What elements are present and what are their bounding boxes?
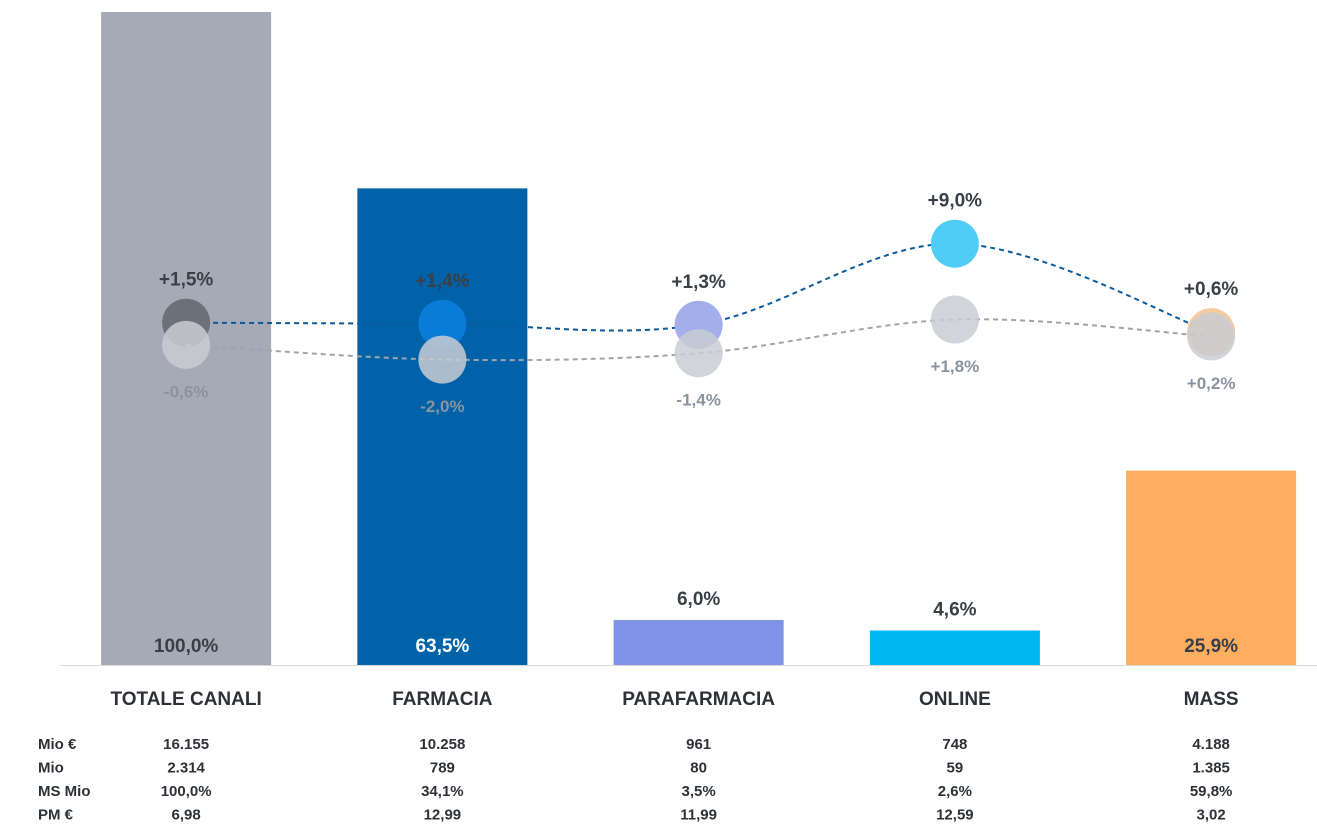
line-label: +9,0% (928, 191, 983, 212)
table-cell: 748 (942, 736, 967, 753)
bar (357, 188, 528, 665)
line-label: +1,4% (415, 271, 470, 292)
line-label: -2,0% (420, 397, 464, 416)
marker (418, 335, 467, 384)
x-tick-label: TOTALE CANALI (110, 689, 261, 710)
table-cell: 34,1% (421, 783, 464, 800)
table-cell: 80 (690, 759, 707, 776)
table-cell: 16.155 (163, 736, 209, 753)
marker (674, 329, 723, 378)
x-tick-label: ONLINE (919, 689, 991, 710)
marker (1187, 312, 1236, 361)
table-cell: 4.188 (1192, 736, 1230, 753)
table-cell: 3,5% (682, 783, 716, 800)
table-cell: 2,6% (938, 783, 972, 800)
table-cell: 961 (686, 736, 711, 753)
table-cell: 59,8% (1190, 783, 1233, 800)
bar-label: 4,6% (933, 599, 976, 620)
marker (162, 320, 211, 369)
table-row-label: PM € (38, 806, 74, 823)
marker (418, 299, 467, 348)
table-row-label: MS Mio (38, 783, 91, 800)
table-row-label: Mio (38, 759, 64, 776)
table-row-label: Mio € (38, 736, 77, 753)
bar-label: 100,0% (154, 636, 219, 657)
line-label: -1,4% (676, 391, 720, 410)
line-label: +0,2% (1187, 374, 1236, 393)
table-cell: 12,59 (936, 806, 974, 823)
line-label: +1,5% (159, 270, 214, 291)
bar-label: 25,9% (1184, 636, 1238, 657)
table-cell: 11,99 (680, 806, 717, 823)
line-label: +0,6% (1184, 279, 1239, 300)
table-cell: 6,98 (172, 806, 201, 823)
table-cell: 2.314 (167, 759, 205, 776)
bar (613, 619, 784, 665)
x-tick-label: MASS (1184, 689, 1239, 710)
line (186, 242, 1212, 334)
marker (930, 219, 979, 268)
table-cell: 59 (947, 759, 964, 776)
table-cell: 1.385 (1192, 759, 1230, 776)
bar-label: 6,0% (677, 589, 720, 610)
marker (930, 295, 979, 344)
line-label: -0,6% (164, 382, 208, 401)
bar (1126, 470, 1297, 665)
x-tick-label: FARMACIA (392, 689, 493, 710)
line-label: +1,8% (931, 357, 980, 376)
bar-label: 63,5% (415, 636, 469, 657)
table-cell: 789 (430, 759, 455, 776)
table-cell: 100,0% (161, 783, 212, 800)
table-cell: 3,02 (1197, 806, 1226, 823)
table-cell: 10.258 (419, 736, 465, 753)
line-label: +1,3% (671, 272, 726, 293)
x-tick-label: PARAFARMACIA (622, 689, 775, 710)
table-cell: 12,99 (424, 806, 462, 823)
bars (101, 12, 1297, 665)
bar (869, 630, 1040, 665)
